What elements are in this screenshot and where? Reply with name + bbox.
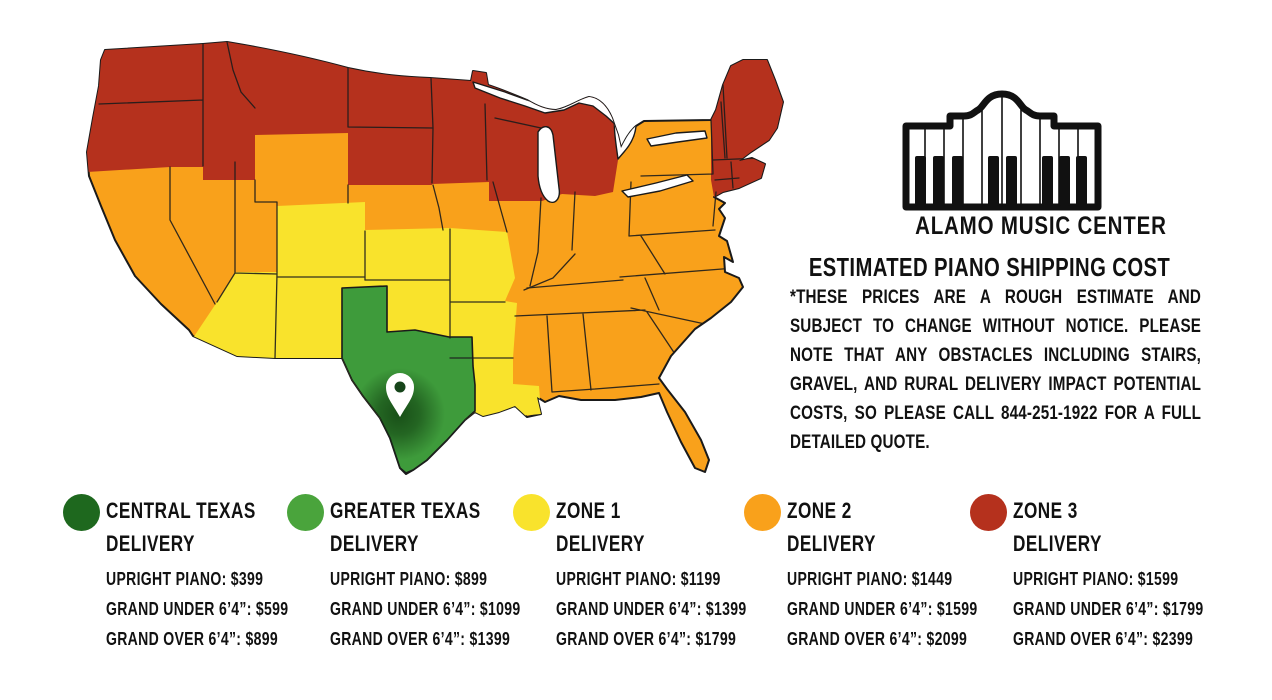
legend-title: ZONE 3 xyxy=(1013,498,1078,523)
legend-subtitle: DELIVERY xyxy=(330,531,419,556)
legend-swatch-central-texas xyxy=(63,494,100,531)
legend-item-zone3: ZONE 3 DELIVERY UPRIGHT PIANO: $1599 GRA… xyxy=(970,494,1272,654)
legend-item-zone1: ZONE 1 DELIVERY UPRIGHT PIANO: $1199 GRA… xyxy=(513,494,856,654)
legend-title: GREATER TEXAS xyxy=(330,498,481,523)
black-keys xyxy=(915,156,1087,206)
legend-swatch-zone3 xyxy=(970,494,1007,531)
legend-swatch-zone1 xyxy=(513,494,550,531)
page-title: ESTIMATED PIANO SHIPPING COST xyxy=(808,252,1171,282)
price-upright: UPRIGHT PIANO: $399 xyxy=(106,569,264,589)
price-grand-under: GRAND UNDER 6’4”: $1599 xyxy=(787,599,978,619)
alamo-piano-logo-icon xyxy=(902,90,1102,211)
lake-erie xyxy=(621,174,694,198)
lake-ontario xyxy=(646,130,708,147)
legend-item-zone2: ZONE 2 DELIVERY UPRIGHT PIANO: $1449 GRA… xyxy=(744,494,1087,654)
price-grand-under: GRAND UNDER 6’4”: $1099 xyxy=(330,599,521,619)
location-pin-icon xyxy=(386,373,414,417)
price-upright: UPRIGHT PIANO: $1449 xyxy=(787,569,953,589)
legend-item-greater-texas: GREATER TEXAS DELIVERY UPRIGHT PIANO: $8… xyxy=(287,494,630,654)
state-borders xyxy=(98,42,762,393)
us-map-svg xyxy=(86,41,784,475)
zone3-newengland-region xyxy=(711,60,783,197)
disclaimer-text: *THESE PRICES ARE A ROUGH ESTIMATE AND S… xyxy=(790,286,1202,453)
legend-subtitle: DELIVERY xyxy=(106,531,195,556)
price-upright: UPRIGHT PIANO: $899 xyxy=(330,569,488,589)
price-grand-over: GRAND OVER 6’4”: $2099 xyxy=(787,629,968,649)
legend-title: ZONE 1 xyxy=(556,498,621,523)
legend-title: ZONE 2 xyxy=(787,498,852,523)
legend-swatch-greater-texas xyxy=(287,494,324,531)
price-grand-under: GRAND UNDER 6’4”: $1799 xyxy=(1013,599,1204,619)
us-shipping-zone-map xyxy=(75,40,785,480)
legend-subtitle: DELIVERY xyxy=(556,531,645,556)
legend-title: CENTRAL TEXAS xyxy=(106,498,256,523)
price-grand-over: GRAND OVER 6’4”: $2399 xyxy=(1013,629,1194,649)
lake-michigan xyxy=(537,126,561,204)
price-grand-over: GRAND OVER 6’4”: $1799 xyxy=(556,629,737,649)
price-grand-over: GRAND OVER 6’4”: $899 xyxy=(106,629,278,649)
price-upright: UPRIGHT PIANO: $1599 xyxy=(1013,569,1179,589)
company-name: ALAMO MUSIC CENTER xyxy=(915,212,1167,240)
legend-item-central-texas: CENTRAL TEXAS DELIVERY UPRIGHT PIANO: $3… xyxy=(63,494,406,654)
legend-subtitle: DELIVERY xyxy=(787,531,876,556)
legend-subtitle: DELIVERY xyxy=(1013,531,1102,556)
price-grand-over: GRAND OVER 6’4”: $1399 xyxy=(330,629,511,649)
legend-swatch-zone2 xyxy=(744,494,781,531)
price-upright: UPRIGHT PIANO: $1199 xyxy=(556,569,721,589)
alamo-music-center-logo xyxy=(902,86,1102,214)
price-grand-under: GRAND UNDER 6’4”: $599 xyxy=(106,599,289,619)
price-grand-under: GRAND UNDER 6’4”: $1399 xyxy=(556,599,747,619)
